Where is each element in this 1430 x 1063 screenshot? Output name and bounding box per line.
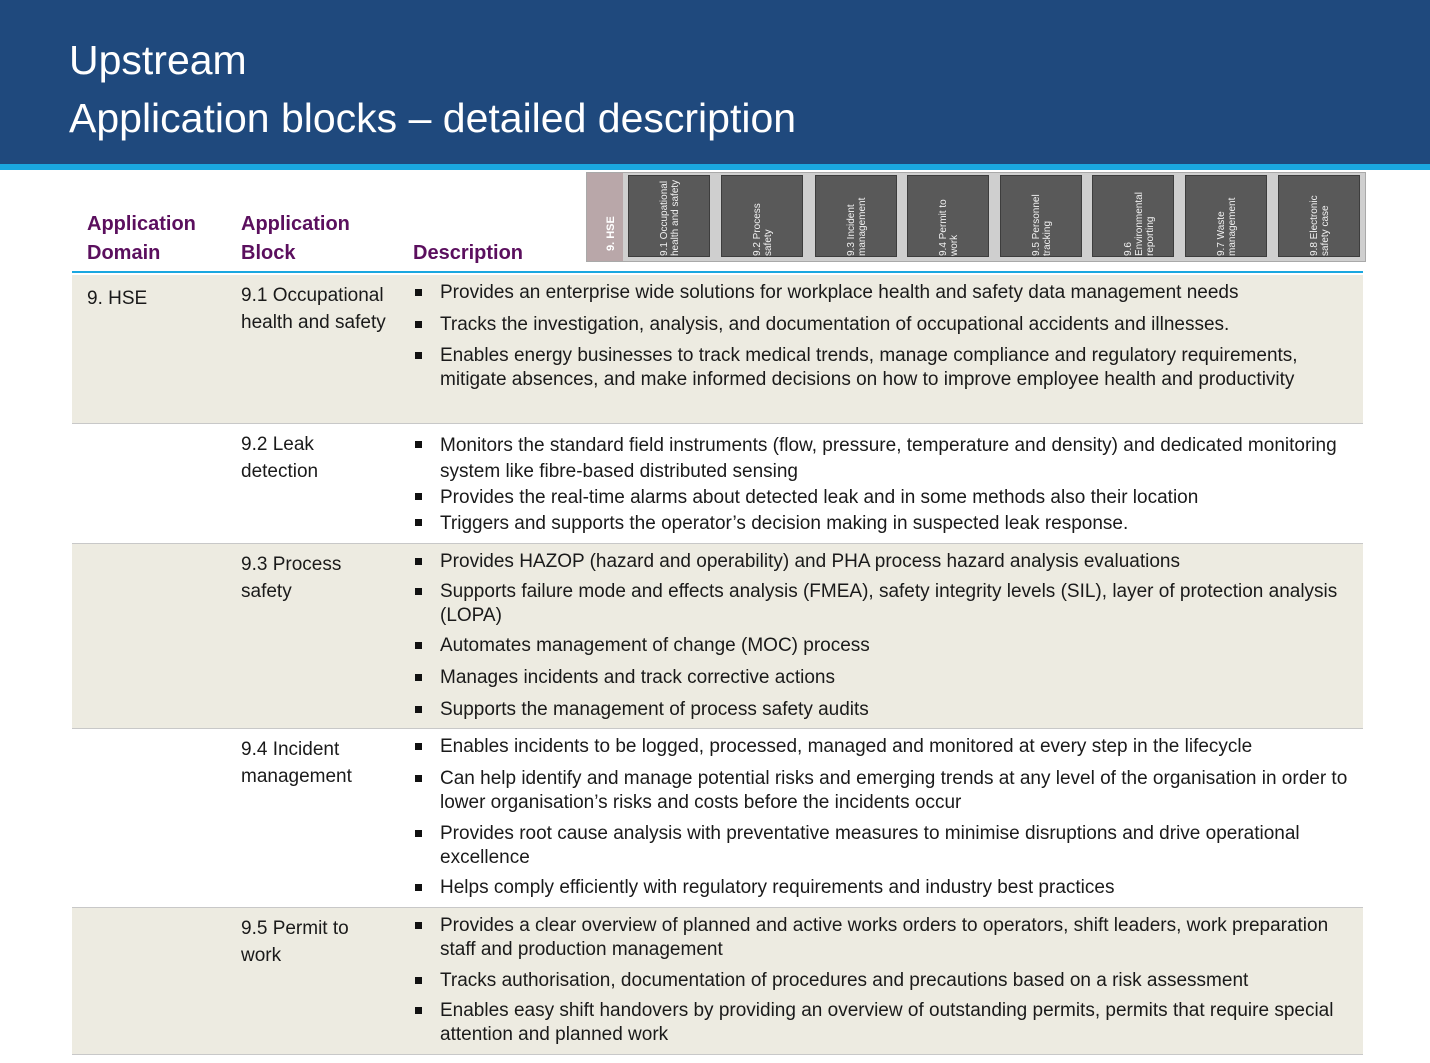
description-item: Provides an enterprise wide solutions fo…: [413, 281, 1358, 305]
hse-block-thumbnail: 9. HSE 9.1 Occupational health and safet…: [586, 172, 1366, 262]
hse-domain-tile: 9. HSE: [587, 173, 623, 261]
mini-block-9-4: 9.4 Permit to work: [907, 175, 989, 257]
mini-block-label: 9.1 Occupational health and safety: [659, 179, 681, 256]
mini-block-9-3: 9.3 Incident management: [815, 175, 897, 257]
description-item: Manages incidents and track corrective a…: [413, 666, 1358, 690]
mini-block-9-7: 9.7 Waste management: [1185, 175, 1267, 257]
description-item: Supports failure mode and effects analys…: [413, 580, 1358, 628]
column-heading-domain-line-2: Domain: [87, 242, 161, 264]
header-divider: [72, 271, 1363, 273]
table-row: 9.4 Incident management Enables incident…: [72, 729, 1363, 908]
table-row: 9.3 Process safety Provides HAZOP (hazar…: [72, 544, 1363, 729]
slide-title-line-2: Application blocks – detailed descriptio…: [69, 95, 797, 141]
application-domain-cell: 9. HSE: [87, 288, 148, 309]
column-heading-description: Description: [413, 242, 524, 264]
mini-block-label: 9.7 Waste management: [1216, 197, 1238, 256]
column-heading-application-block: Application Block: [241, 210, 350, 268]
table-row: 9.5 Permit to work Provides a clear over…: [72, 908, 1363, 1055]
description-item: Automates management of change (MOC) pro…: [413, 634, 1358, 658]
mini-block-9-6: 9.6 Environmental reporting: [1092, 175, 1174, 257]
hse-domain-tile-label: 9. HSE: [605, 216, 617, 251]
description-list: Provides a clear overview of planned and…: [413, 914, 1358, 1047]
description-item: Triggers and supports the operator’s dec…: [413, 511, 1358, 537]
mini-block-label: 9.8 Electronic safety case: [1309, 195, 1331, 256]
mini-block-label: 9.4 Permit to work: [938, 199, 960, 256]
table-row: 9. HSE 9.1 Occupational health and safet…: [72, 275, 1363, 424]
mini-block-label: 9.2 Process safety: [752, 203, 774, 256]
description-item: Helps comply efficiently with regulatory…: [413, 876, 1358, 900]
mini-block-9-8: 9.8 Electronic safety case: [1278, 175, 1360, 257]
mini-block-label: 9.5 Personnel tracking: [1031, 194, 1053, 256]
description-item: Supports the management of process safet…: [413, 698, 1358, 722]
description-item: Can help identify and manage potential r…: [413, 767, 1358, 815]
description-item: Enables easy shift handovers by providin…: [413, 999, 1358, 1047]
description-list: Provides an enterprise wide solutions fo…: [413, 281, 1358, 392]
application-block-cell: 9.5 Permit to work: [241, 918, 349, 966]
mini-block-label: 9.6 Environmental reporting: [1123, 192, 1156, 256]
slide-title-line-1: Upstream: [69, 37, 247, 83]
column-heading-application-domain: Application Domain: [87, 210, 196, 268]
description-item: Provides root cause analysis with preven…: [413, 822, 1358, 870]
application-block-cell: 9.3 Process safety: [241, 554, 342, 602]
description-list: Provides HAZOP (hazard and operability) …: [413, 550, 1358, 722]
mini-block-9-1: 9.1 Occupational health and safety: [628, 175, 710, 257]
column-heading-block-line-1: Application: [241, 213, 350, 235]
column-heading-domain-line-1: Application: [87, 213, 196, 235]
mini-block-9-5: 9.5 Personnel tracking: [1000, 175, 1082, 257]
description-item: Provides the real-time alarms about dete…: [413, 485, 1358, 511]
mini-block-9-2: 9.2 Process safety: [721, 175, 803, 257]
application-block-cell: 9.1 Occupational health and safety: [241, 285, 386, 333]
description-list: Monitors the standard field instruments …: [413, 433, 1358, 537]
description-item: Tracks authorisation, documentation of p…: [413, 969, 1358, 993]
description-item: Provides HAZOP (hazard and operability) …: [413, 550, 1358, 574]
description-item: Provides a clear overview of planned and…: [413, 914, 1358, 962]
description-item: Tracks the investigation, analysis, and …: [413, 313, 1358, 337]
description-item: Monitors the standard field instruments …: [413, 433, 1358, 485]
application-block-cell: 9.2 Leak detection: [241, 434, 319, 482]
table-row: 9.2 Leak detection Monitors the standard…: [72, 424, 1363, 544]
description-list: Enables incidents to be logged, processe…: [413, 735, 1358, 900]
description-item: Enables incidents to be logged, processe…: [413, 735, 1358, 759]
description-item: Enables energy businesses to track medic…: [413, 344, 1358, 392]
application-block-cell: 9.4 Incident management: [241, 739, 352, 787]
slide-header: Upstream Application blocks – detailed d…: [0, 0, 1430, 170]
mini-block-label: 9.3 Incident management: [846, 197, 868, 256]
column-heading-block-line-2: Block: [241, 242, 296, 264]
